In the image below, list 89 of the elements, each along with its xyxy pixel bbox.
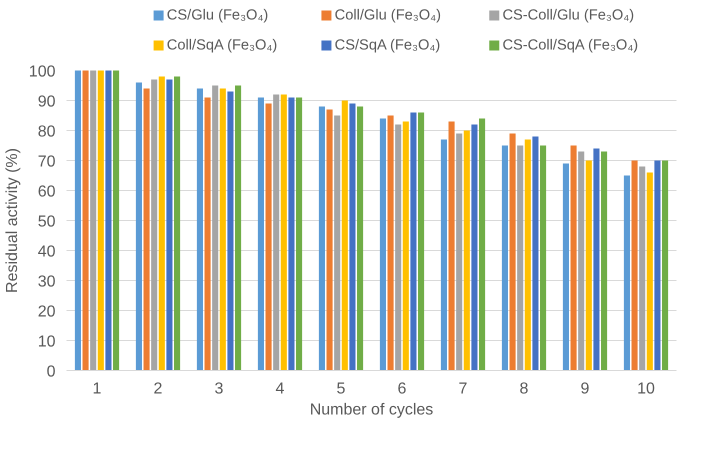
x-tick-label: 7 [458, 380, 468, 398]
bar [82, 70, 89, 370]
bar [318, 106, 325, 370]
bar [357, 106, 364, 370]
bar [204, 98, 211, 370]
bar [273, 94, 280, 370]
y-tick-label: 90 [38, 94, 56, 110]
bar [410, 112, 416, 370]
bar [662, 160, 668, 370]
legend-label: CS/SqA (Fe₃O₄) [334, 38, 440, 54]
bar [90, 70, 96, 370]
bar [524, 140, 531, 370]
y-tick-label: 10 [38, 334, 56, 350]
bar [227, 92, 234, 370]
legend-label: CS/Glu (Fe₃O₄) [166, 8, 268, 24]
x-tick-label: 2 [154, 380, 163, 398]
bar [151, 80, 158, 370]
x-tick-label: 8 [520, 380, 529, 398]
bar [570, 146, 577, 370]
bar [196, 88, 203, 370]
legend-label: CS-Coll/SqA (Fe₃O₄) [502, 38, 638, 54]
y-tick-label: 70 [38, 154, 56, 170]
bar [212, 86, 218, 370]
bar [601, 152, 608, 370]
bar [586, 160, 592, 370]
bar [136, 82, 142, 370]
x-tick-label: 5 [336, 380, 346, 398]
bar [326, 110, 333, 370]
bar [266, 104, 272, 370]
bar [395, 124, 402, 370]
bar [105, 70, 112, 370]
bar [166, 80, 172, 370]
bar [632, 160, 638, 370]
x-tick-label: 6 [398, 380, 407, 398]
bar [280, 94, 287, 370]
legend-label: Coll/Glu (Fe₃O₄) [334, 8, 442, 24]
bar [456, 134, 462, 370]
bar [74, 70, 81, 370]
bar [654, 160, 660, 370]
x-axis-title: Number of cycles [310, 402, 434, 418]
bar [98, 70, 104, 370]
bar [380, 118, 386, 370]
bar [220, 88, 226, 370]
bar [578, 152, 584, 370]
x-tick-label: 9 [580, 380, 590, 398]
bar [440, 140, 447, 370]
bar [418, 112, 424, 370]
bar [258, 98, 264, 370]
bar [502, 146, 508, 370]
bar [402, 122, 409, 370]
legend-label: CS-Coll/Glu (Fe₃O₄) [502, 8, 634, 24]
y-tick-label: 100 [28, 64, 56, 80]
bar [510, 134, 516, 370]
bar [334, 116, 340, 370]
bar [540, 146, 546, 370]
bar [639, 166, 646, 370]
bar [349, 104, 356, 370]
bar [562, 164, 569, 370]
x-tick-label: 10 [637, 380, 655, 398]
bar [388, 116, 394, 370]
bar [624, 176, 630, 370]
y-tick-label: 50 [38, 214, 56, 230]
x-tick-label: 1 [92, 380, 102, 398]
bar [235, 86, 242, 370]
y-tick-label: 80 [38, 124, 56, 140]
bar [646, 172, 653, 370]
bar [342, 100, 348, 370]
bar [288, 98, 294, 370]
bar [448, 122, 455, 370]
bar [479, 118, 486, 370]
y-axis-title: Residual activity (%) [4, 148, 21, 293]
y-tick-label: 40 [38, 244, 56, 260]
bar [174, 76, 180, 370]
bar [464, 130, 470, 370]
bar [532, 136, 538, 370]
y-tick-label: 30 [38, 274, 56, 290]
x-tick-label: 4 [276, 380, 285, 398]
x-tick-label: 3 [214, 380, 224, 398]
bar [471, 124, 478, 370]
bar [144, 88, 150, 370]
bar [296, 98, 302, 370]
bar [593, 148, 600, 370]
legend-label: Coll/SqA (Fe₃O₄) [166, 38, 278, 54]
bar [113, 70, 120, 370]
y-tick-label: 20 [38, 304, 56, 320]
y-tick-label: 60 [38, 184, 56, 200]
bar [158, 76, 165, 370]
y-tick-label: 0 [46, 364, 56, 380]
bar [517, 146, 524, 370]
